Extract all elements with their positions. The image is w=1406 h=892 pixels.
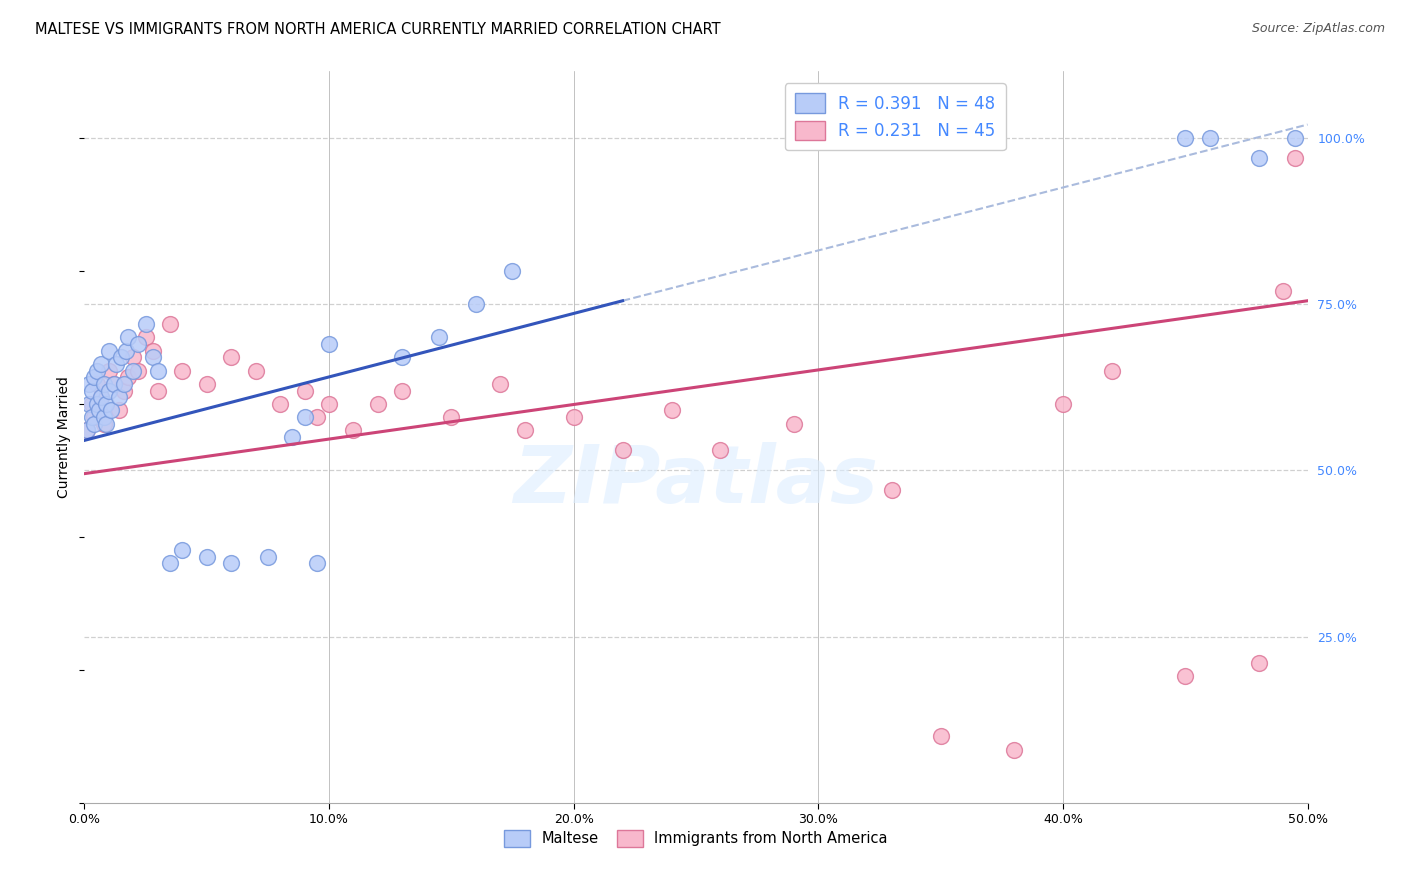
Point	[172, 543, 194, 558]
Point	[391, 351, 413, 365]
Point	[1284, 151, 1306, 165]
Point	[97, 384, 120, 398]
Point	[367, 397, 389, 411]
Point	[80, 410, 103, 425]
Point	[117, 330, 139, 344]
Point	[783, 417, 806, 431]
Point	[93, 410, 115, 425]
Point	[135, 317, 157, 331]
Point	[105, 357, 128, 371]
Point	[1002, 742, 1025, 756]
Point	[929, 729, 952, 743]
Point	[146, 363, 169, 377]
Point	[142, 351, 165, 365]
Point	[269, 397, 291, 411]
Point	[1052, 397, 1074, 411]
Point	[342, 424, 364, 438]
Point	[612, 443, 634, 458]
Point	[107, 403, 129, 417]
Point	[80, 397, 103, 411]
Point	[391, 384, 413, 398]
Point	[115, 343, 138, 358]
Point	[96, 397, 118, 411]
Text: MALTESE VS IMMIGRANTS FROM NORTH AMERICA CURRENTLY MARRIED CORRELATION CHART: MALTESE VS IMMIGRANTS FROM NORTH AMERICA…	[35, 22, 721, 37]
Point	[77, 397, 100, 411]
Point	[880, 483, 903, 498]
Point	[159, 317, 181, 331]
Point	[97, 343, 120, 358]
Point	[87, 403, 110, 417]
Text: ZIPatlas: ZIPatlas	[513, 442, 879, 520]
Point	[1101, 363, 1123, 377]
Point	[93, 376, 115, 391]
Point	[76, 424, 98, 438]
Point	[142, 343, 165, 358]
Point	[110, 351, 132, 365]
Point	[305, 410, 328, 425]
Point	[90, 390, 112, 404]
Point	[318, 337, 340, 351]
Point	[76, 424, 98, 438]
Point	[1272, 284, 1295, 298]
Point	[219, 557, 242, 571]
Point	[245, 363, 267, 377]
Point	[127, 337, 149, 351]
Point	[1284, 131, 1306, 145]
Point	[100, 403, 122, 417]
Point	[195, 549, 218, 564]
Point	[83, 410, 105, 425]
Point	[281, 430, 304, 444]
Point	[318, 397, 340, 411]
Point	[96, 417, 118, 431]
Point	[90, 390, 112, 404]
Point	[117, 370, 139, 384]
Point	[77, 376, 100, 391]
Point	[97, 363, 120, 377]
Point	[1174, 669, 1197, 683]
Text: Source: ZipAtlas.com: Source: ZipAtlas.com	[1251, 22, 1385, 36]
Point	[489, 376, 512, 391]
Point	[562, 410, 585, 425]
Point	[103, 376, 125, 391]
Point	[257, 549, 280, 564]
Point	[86, 376, 108, 391]
Point	[146, 384, 169, 398]
Point	[135, 330, 157, 344]
Point	[1198, 131, 1220, 145]
Point	[90, 357, 112, 371]
Point	[172, 363, 194, 377]
Point	[93, 417, 115, 431]
Point	[661, 403, 683, 417]
Point	[112, 376, 135, 391]
Point	[1247, 656, 1270, 670]
Point	[127, 363, 149, 377]
Point	[305, 557, 328, 571]
Point	[502, 264, 524, 278]
Point	[513, 424, 536, 438]
Legend: Maltese, Immigrants from North America: Maltese, Immigrants from North America	[496, 822, 896, 854]
Point	[107, 390, 129, 404]
Point	[112, 384, 135, 398]
Point	[86, 397, 108, 411]
Point	[83, 370, 105, 384]
Point	[427, 330, 450, 344]
Point	[219, 351, 242, 365]
Point	[159, 557, 181, 571]
Point	[294, 384, 316, 398]
Point	[195, 376, 218, 391]
Point	[464, 297, 486, 311]
Point	[122, 363, 145, 377]
Point	[83, 417, 105, 431]
Point	[709, 443, 731, 458]
Point	[86, 363, 108, 377]
Point	[103, 376, 125, 391]
Point	[294, 410, 316, 425]
Point	[80, 384, 103, 398]
Point	[440, 410, 463, 425]
Point	[122, 351, 145, 365]
Point	[1247, 151, 1270, 165]
Y-axis label: Currently Married: Currently Married	[58, 376, 72, 498]
Point	[1174, 131, 1197, 145]
